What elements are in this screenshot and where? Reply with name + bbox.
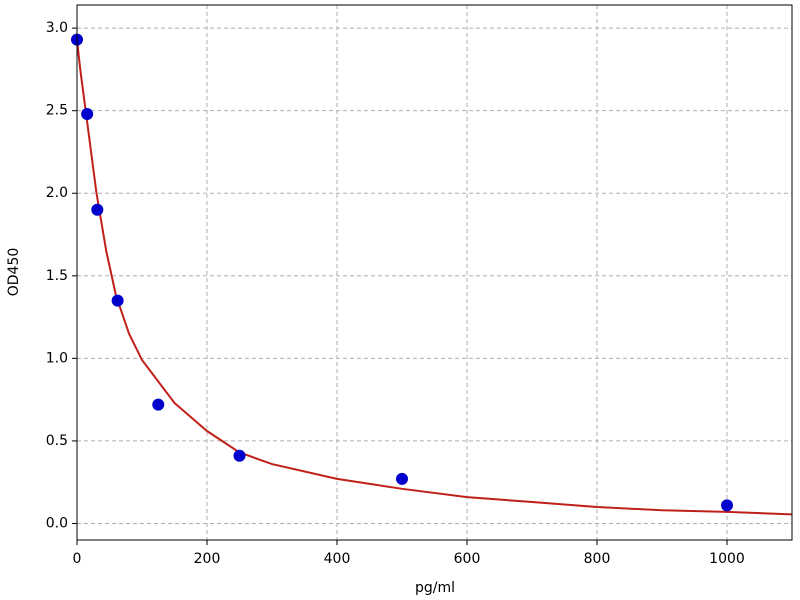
plot-frame bbox=[76, 4, 793, 541]
y-tick-label: 2.5 bbox=[46, 103, 68, 119]
x-tick-label: 400 bbox=[324, 551, 351, 567]
data-point bbox=[396, 472, 408, 485]
x-tick-label: 1000 bbox=[709, 551, 745, 567]
y-tick-label: 2.0 bbox=[46, 185, 68, 201]
y-tick-label: 0.0 bbox=[46, 515, 68, 531]
x-tick-label: 0 bbox=[73, 551, 82, 567]
data-point bbox=[81, 107, 94, 120]
data-point bbox=[91, 203, 104, 216]
y-axis-label: OD450 bbox=[6, 248, 22, 297]
y-tick-label: 1.0 bbox=[46, 350, 68, 366]
data-point bbox=[233, 449, 246, 462]
data-point bbox=[111, 294, 124, 307]
data-point bbox=[721, 499, 733, 512]
data-point bbox=[152, 398, 165, 411]
y-tick-label: 1.5 bbox=[46, 268, 68, 284]
y-tick-label: 0.5 bbox=[46, 433, 68, 449]
x-tick-label: 600 bbox=[454, 551, 481, 567]
fit-curve bbox=[76, 39, 793, 516]
x-axis-label: pg/ml bbox=[415, 580, 455, 596]
y-tick-label: 3.0 bbox=[46, 20, 68, 36]
x-tick-label: 200 bbox=[194, 551, 221, 567]
x-tick-label: 800 bbox=[584, 551, 611, 567]
